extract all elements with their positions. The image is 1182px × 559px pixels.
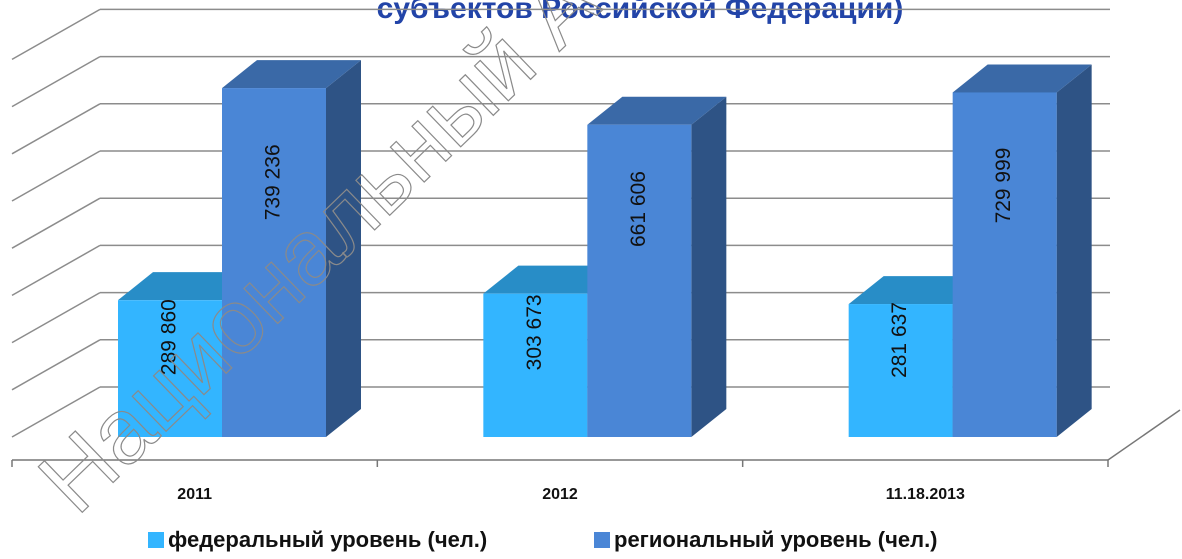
chart-title: субъектов Российской Федерации) bbox=[377, 0, 904, 25]
side-grid-line bbox=[11, 244, 101, 297]
bar-side bbox=[691, 96, 727, 437]
bar-side bbox=[326, 60, 361, 438]
value-label: 739 236 bbox=[262, 144, 285, 220]
side-grid-line bbox=[11, 55, 101, 108]
bar-top bbox=[222, 60, 361, 89]
legend-swatch bbox=[148, 532, 164, 548]
side-grid-line bbox=[11, 150, 101, 202]
value-label: 303 673 bbox=[523, 294, 546, 370]
bar-front bbox=[848, 304, 953, 437]
side-grid-line bbox=[11, 103, 101, 155]
side-grid-line bbox=[11, 8, 101, 61]
side-grid-line bbox=[11, 386, 101, 438]
bar-side bbox=[1056, 64, 1092, 437]
bar bbox=[587, 96, 727, 437]
x-tick-label: 2012 bbox=[542, 486, 578, 503]
legend-swatch bbox=[594, 532, 610, 548]
bar-front bbox=[587, 124, 692, 437]
value-label: 661 606 bbox=[627, 171, 650, 247]
x-tick-label: 2011 bbox=[177, 486, 212, 503]
value-label: 729 999 bbox=[992, 148, 1015, 224]
bar bbox=[952, 64, 1092, 437]
floor-edge bbox=[1107, 409, 1181, 461]
value-label: 281 637 bbox=[888, 302, 911, 378]
legend-label: федеральный уровень (чел.) bbox=[168, 527, 487, 552]
legend-label: региональный уровень (чел.) bbox=[614, 527, 938, 552]
side-grid-line bbox=[11, 197, 101, 249]
bar-top bbox=[952, 64, 1092, 93]
bar bbox=[222, 60, 361, 438]
side-grid-line bbox=[11, 339, 101, 391]
bar-front bbox=[483, 293, 588, 437]
bar-front bbox=[952, 92, 1057, 437]
bar-top bbox=[587, 96, 727, 125]
x-tick-label: 11.18.2013 bbox=[886, 486, 965, 503]
bar-front bbox=[222, 88, 326, 438]
bar-front bbox=[118, 300, 222, 437]
side-grid-line bbox=[11, 291, 101, 344]
value-label: 289 860 bbox=[158, 299, 181, 375]
